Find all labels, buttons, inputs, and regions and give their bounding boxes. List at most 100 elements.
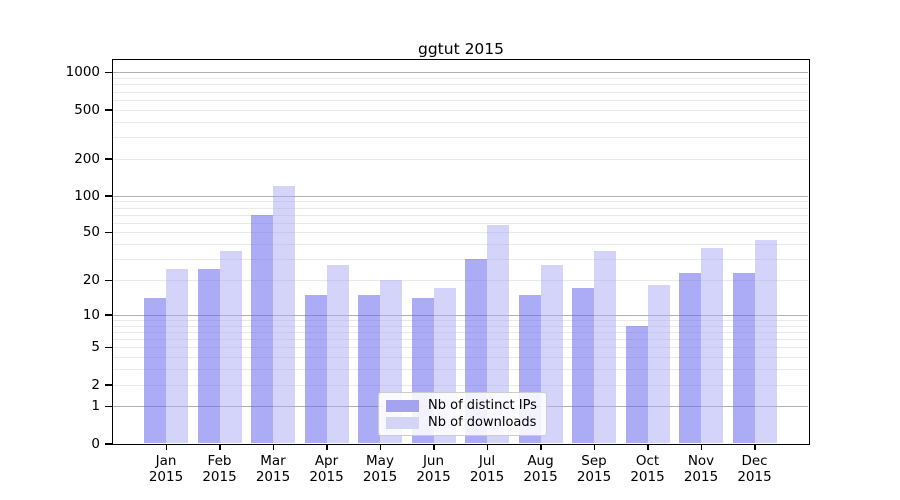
x-tick-mark — [219, 444, 221, 450]
year-label: 2015 — [255, 469, 291, 485]
y-tick-mark — [105, 109, 112, 111]
bar-sep-downloads — [594, 251, 616, 444]
bar-feb-downloads — [219, 251, 242, 444]
chart-title: ggtut 2015 — [417, 40, 505, 58]
x-tick-label: Oct 2015 — [616, 453, 680, 485]
y-tick-label: 50 — [82, 224, 100, 241]
major-gridline — [113, 314, 808, 316]
legend-swatch-distinct-ips — [386, 399, 419, 412]
month-label: Jun — [422, 453, 445, 469]
y-tick-label: 1000 — [65, 64, 100, 81]
x-tick-label: Dec 2015 — [723, 453, 787, 485]
legend-item-distinct-ips: Nb of distinct IPs — [386, 398, 539, 413]
x-tick-mark — [700, 444, 702, 450]
y-tick-mark — [105, 231, 112, 234]
bar-dec-downloads — [754, 240, 777, 444]
month-label: Apr — [314, 453, 339, 469]
month-label: May — [366, 453, 394, 469]
bar-dec-ips — [732, 272, 755, 444]
bar-mar-ips — [251, 214, 273, 444]
bar-jul-downloads — [487, 225, 509, 444]
x-tick-mark — [593, 444, 595, 450]
bar-may-ips — [358, 294, 380, 444]
y-tick-label: 10 — [82, 306, 100, 323]
minor-gridline — [113, 214, 808, 216]
x-tick-mark — [433, 444, 435, 450]
minor-gridline — [113, 384, 808, 386]
x-tick-mark — [486, 444, 488, 450]
x-tick-mark — [379, 444, 381, 450]
bar-nov-downloads — [701, 248, 723, 444]
major-gridline — [113, 195, 808, 197]
bar-apr-ips — [304, 294, 327, 444]
legend-swatch-downloads — [386, 416, 419, 429]
y-tick-mark — [105, 346, 112, 349]
legend-item-downloads: Nb of downloads — [386, 415, 539, 430]
y-tick-label: 1 — [91, 398, 100, 415]
x-tick-label: Nov 2015 — [669, 453, 733, 485]
bar-oct-downloads — [647, 285, 670, 444]
year-label: 2015 — [202, 469, 237, 485]
major-gridline — [113, 72, 808, 74]
y-tick-mark — [105, 405, 112, 408]
y-tick-mark — [105, 279, 112, 281]
minor-gridline — [113, 347, 808, 349]
legend-label-distinct-ips: Nb of distinct IPs — [428, 398, 537, 413]
minor-gridline — [113, 325, 808, 327]
minor-gridline — [113, 109, 808, 111]
month-label: Dec — [741, 453, 768, 469]
year-label: 2015 — [416, 469, 451, 485]
y-tick-mark — [105, 195, 112, 197]
y-tick-mark — [105, 71, 112, 74]
y-tick-mark — [105, 384, 112, 386]
x-tick-label: Aug 2015 — [509, 453, 573, 485]
x-tick-label: Jan 2015 — [134, 453, 198, 485]
y-tick-label: 5 — [91, 339, 100, 356]
minor-gridline — [113, 369, 808, 371]
minor-gridline — [113, 91, 808, 93]
bar-oct-ips — [625, 325, 648, 444]
year-label: 2015 — [630, 469, 665, 485]
x-tick-label: Jul 2015 — [455, 453, 519, 485]
y-tick-mark — [105, 314, 112, 316]
y-tick-label: 500 — [74, 101, 100, 118]
x-tick-mark — [540, 444, 542, 450]
bar-sep-ips — [572, 288, 594, 444]
x-tick-mark — [326, 444, 328, 450]
minor-gridline — [113, 331, 808, 333]
minor-gridline — [113, 78, 808, 80]
month-label: Jul — [478, 453, 496, 469]
legend-label-downloads: Nb of downloads — [428, 415, 537, 430]
year-label: 2015 — [362, 469, 398, 485]
x-tick-mark — [272, 444, 274, 450]
bar-feb-ips — [197, 268, 220, 444]
minor-gridline — [113, 137, 808, 139]
minor-gridline — [113, 158, 808, 160]
x-tick-mark — [754, 444, 756, 450]
minor-gridline — [113, 244, 808, 246]
y-tick-label: 0 — [91, 435, 100, 452]
bar-apr-downloads — [326, 264, 349, 444]
month-label: Feb — [207, 453, 232, 469]
x-tick-label: Mar 2015 — [241, 453, 305, 485]
minor-gridline — [113, 207, 808, 209]
year-label: 2015 — [737, 469, 772, 485]
month-label: Mar — [260, 453, 286, 469]
bar-nov-ips — [679, 272, 701, 444]
x-tick-label: Jun 2015 — [402, 453, 466, 485]
month-label: Aug — [527, 453, 554, 469]
legend: Nb of distinct IPs Nb of downloads — [378, 392, 547, 436]
x-tick-label: Sep 2015 — [562, 453, 626, 485]
year-label: 2015 — [523, 469, 558, 485]
year-label: 2015 — [469, 469, 505, 485]
y-tick-label: 100 — [74, 187, 100, 204]
minor-gridline — [113, 222, 808, 224]
year-label: 2015 — [148, 469, 184, 485]
month-label: Oct — [635, 453, 660, 469]
x-tick-label: Apr 2015 — [295, 453, 359, 485]
y-tick-label: 2 — [91, 376, 100, 393]
minor-gridline — [113, 259, 808, 261]
x-tick-label: May 2015 — [348, 453, 412, 485]
minor-gridline — [113, 232, 808, 234]
